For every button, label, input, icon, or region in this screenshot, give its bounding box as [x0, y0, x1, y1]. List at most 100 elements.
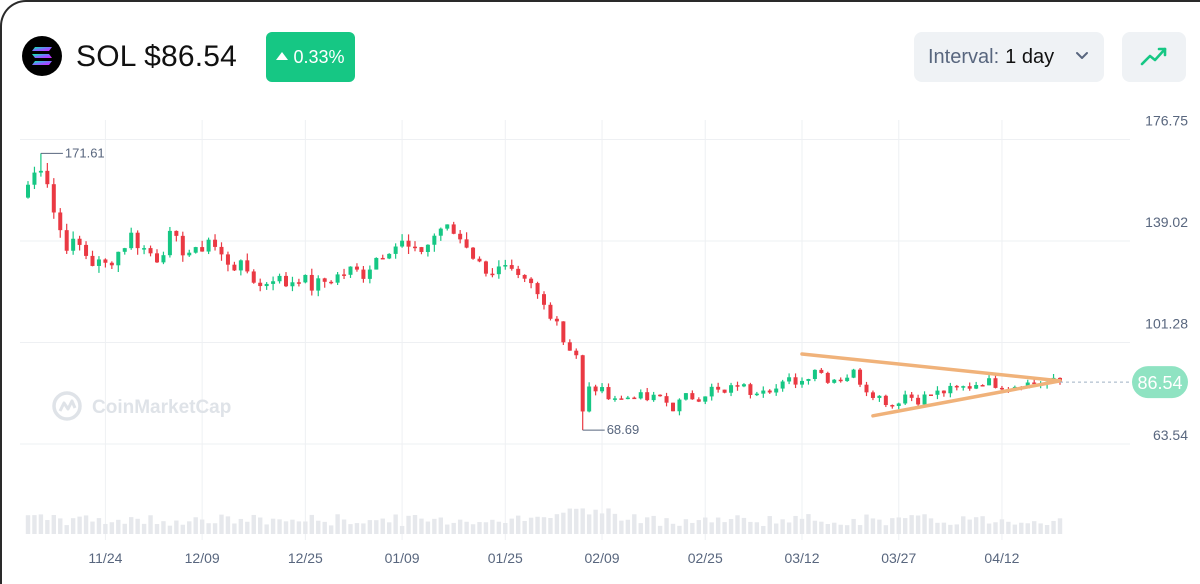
solana-logo-icon: [22, 36, 62, 76]
y-tick-label: 139.02: [1145, 214, 1188, 230]
candle-body: [45, 170, 50, 185]
candle-body: [167, 230, 172, 256]
candle-body: [296, 282, 301, 284]
volume-bar: [206, 523, 211, 534]
candle-body: [200, 247, 205, 252]
candle-body: [890, 405, 895, 407]
current-price-label: 86.54: [1137, 373, 1182, 393]
candle-body: [471, 247, 476, 259]
volume-bar: [148, 515, 153, 534]
volume-bar: [741, 517, 747, 534]
candle-body: [329, 281, 334, 284]
candle-body: [103, 259, 108, 263]
volume-bar: [541, 517, 547, 534]
candle-body: [625, 397, 630, 400]
candle-body: [245, 260, 250, 272]
volume-bar: [832, 522, 837, 534]
volume-bar: [225, 516, 231, 534]
candle-body: [870, 392, 875, 398]
candle-body: [651, 394, 656, 401]
volume-bar: [322, 521, 327, 534]
candle-body: [387, 253, 392, 259]
candle-body: [825, 372, 830, 383]
volume-bar: [548, 517, 553, 534]
volume-bar: [516, 515, 521, 534]
candle-body: [787, 377, 792, 382]
candle-body: [600, 387, 605, 392]
volume-bar: [270, 518, 276, 534]
volume-bar: [335, 514, 340, 534]
volume-bar: [1025, 523, 1030, 534]
candle-body: [709, 386, 714, 397]
volume-bar: [303, 521, 308, 534]
candle-body: [1032, 382, 1037, 385]
volume-bar: [212, 523, 218, 534]
high-label: 171.61: [65, 145, 105, 160]
y-tick-label: 176.75: [1145, 112, 1188, 128]
volume-bar: [387, 522, 392, 534]
candle-body: [413, 246, 417, 249]
candle-body: [419, 247, 424, 252]
candle-body: [64, 230, 69, 251]
x-tick-label: 04/12: [984, 550, 1019, 566]
candle-body: [774, 388, 779, 393]
coinmarketcap-watermark: CoinMarketCap: [52, 391, 231, 421]
volume-bar: [232, 523, 237, 534]
volume-bar: [522, 520, 527, 534]
chart-type-button[interactable]: [1122, 32, 1186, 82]
volume-bar: [258, 517, 263, 534]
candle-body: [71, 238, 76, 251]
candle-body: [284, 275, 288, 287]
volume-bar: [283, 521, 289, 534]
candle-body: [754, 393, 759, 396]
volume-bar: [129, 517, 134, 534]
candle-body: [851, 369, 856, 378]
watermark-text: CoinMarketCap: [92, 397, 231, 418]
candle-body: [271, 281, 276, 284]
volume-bar: [612, 513, 618, 534]
volume-bar: [1032, 521, 1037, 534]
candle-body: [961, 386, 966, 388]
interval-dropdown[interactable]: Interval: 1 day: [914, 32, 1104, 82]
volume-bar: [180, 524, 185, 534]
candle-body: [322, 278, 327, 282]
candle-body: [26, 184, 30, 198]
volume-bar: [632, 514, 637, 534]
candle-body: [683, 393, 688, 400]
volume-bar: [703, 517, 708, 534]
volume-bar: [857, 525, 863, 534]
candle-body: [335, 274, 340, 283]
volume-bar: [896, 517, 901, 534]
candle-body: [161, 255, 166, 263]
candle-body: [845, 377, 850, 382]
volume-bar: [393, 514, 398, 534]
volume-bar: [735, 515, 740, 534]
volume-bar: [503, 522, 508, 534]
volume-bar: [328, 525, 334, 534]
volume-bar: [135, 518, 140, 534]
candle-body: [348, 266, 353, 275]
price-chart[interactable]: CoinMarketCap 171.61 68.69 86.54 176.75 139…: [0, 100, 1200, 584]
volume-bar: [670, 523, 676, 534]
candle-body: [948, 385, 953, 394]
candle-body: [342, 274, 347, 276]
volume-bar: [928, 518, 934, 534]
candle-body: [658, 394, 663, 397]
candle-body: [445, 224, 450, 229]
volume-bar: [96, 518, 102, 534]
volume-bar: [961, 516, 966, 534]
volume-bar: [167, 525, 173, 534]
candle-body: [238, 260, 243, 271]
candle-body: [142, 248, 147, 250]
page-title: SOL $86.54: [76, 40, 237, 74]
candle-body: [187, 252, 192, 256]
candle-body: [929, 394, 933, 396]
candle-body: [483, 261, 488, 274]
candle-body: [425, 244, 430, 252]
candle-body: [290, 282, 295, 287]
candle-body: [619, 398, 624, 400]
candle-body: [812, 369, 817, 379]
volume-bar: [296, 521, 302, 534]
x-tick-label: 03/27: [881, 550, 916, 566]
x-tick-label: 12/25: [288, 550, 323, 566]
